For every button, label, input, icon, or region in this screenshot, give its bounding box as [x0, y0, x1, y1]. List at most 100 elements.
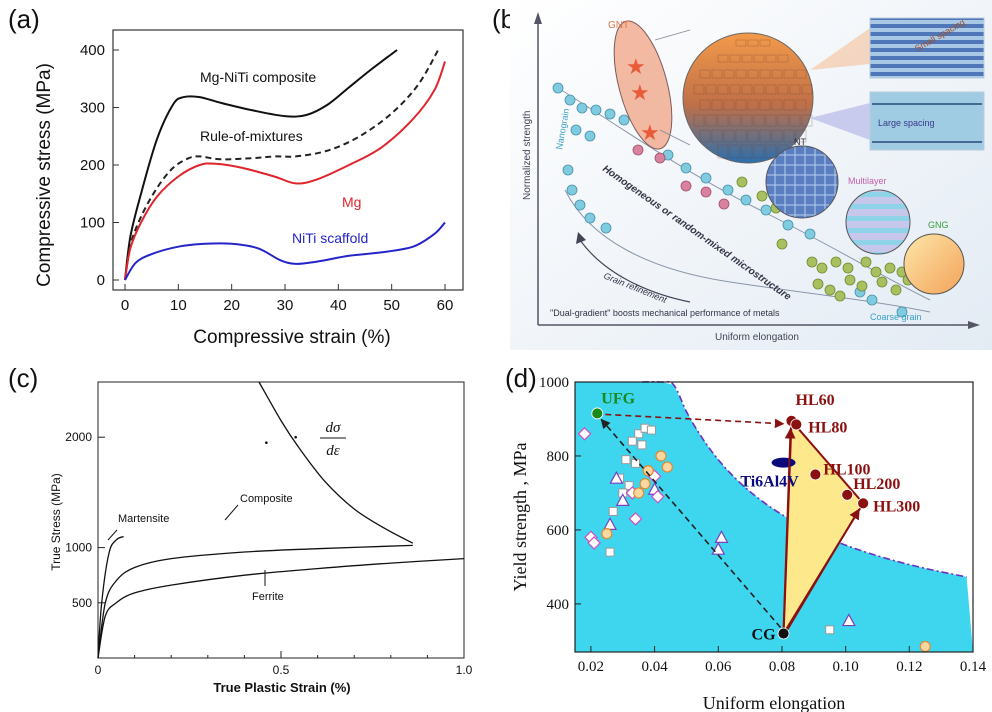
chart-d-ylabel: Yield strength , MPa	[510, 442, 530, 591]
chart-b-gng-circle	[903, 233, 965, 295]
chart-b-label-multilayer: Multilayer	[848, 176, 887, 186]
chart-b: Normalized strength Uniform elongation ★…	[510, 0, 992, 350]
chart-c-xlabel: True Plastic Strain (%)	[213, 680, 350, 695]
chart-b-grain-cell	[753, 54, 765, 63]
chart-b-dot-cyan	[604, 108, 616, 120]
chart-c-xtick-label: 1.0	[456, 663, 473, 677]
chart-b-dot-olive	[860, 256, 872, 268]
chart-b-dot-olive	[806, 256, 818, 268]
chart-c-frame	[97, 381, 465, 659]
chart-d-ytick-label: 800	[547, 449, 570, 465]
chart-d-point-ufg	[591, 407, 604, 420]
panel-label-d: (d)	[505, 363, 537, 393]
chart-d-square-marker	[630, 458, 640, 468]
chart-d-square-marker	[825, 625, 835, 635]
chart-b-grain-cell	[765, 114, 777, 127]
chart-b-grain-cell	[765, 54, 777, 63]
chart-d-boundary-curve	[641, 380, 967, 578]
chart-b-dot-olive	[756, 190, 768, 202]
chart-b-dot-olive	[736, 176, 748, 188]
chart-d-circle-marker	[661, 461, 673, 473]
chart-c-derivative-label: dσ dε	[320, 420, 346, 459]
chart-b-dot-cyan	[896, 306, 908, 318]
chart-b-grain-cell	[717, 114, 729, 127]
chart-a-ylabel: Compressive stress (MPa)	[34, 63, 55, 287]
chart-b-grain-cell	[789, 84, 801, 95]
chart-b-dot-pink	[680, 180, 692, 192]
chart-d-circle-marker	[633, 487, 645, 499]
chart-d-xlabel: Uniform elongation	[703, 693, 845, 712]
chart-b-grain-cell	[717, 54, 729, 63]
chart-b-multilayer-circle	[845, 189, 911, 255]
chart-b-grain-cell	[729, 54, 741, 63]
chart-b-dot-cyan	[600, 222, 612, 234]
chart-b-grain-cell	[753, 144, 765, 159]
chart-a-label-mg: Mg	[342, 194, 361, 210]
chart-d-diamond-marker	[587, 536, 601, 550]
chart-b-grain-cell	[783, 69, 795, 79]
chart-b-grain-cell	[699, 69, 711, 79]
chart-a-frame	[112, 29, 464, 291]
chart-b-star-2: ★	[630, 80, 650, 105]
chart-b-dot-cyan	[574, 199, 586, 211]
chart-b-dot-olive	[812, 278, 824, 290]
chart-b-dot-olive	[830, 256, 842, 268]
chart-b-grain-cell	[759, 129, 771, 143]
chart-b-grain-cell	[783, 129, 795, 143]
chart-a-ytick-label: 100	[80, 215, 105, 232]
chart-b-grain-cell	[771, 99, 783, 111]
chart-d-square-marker	[627, 436, 637, 446]
chart-a-series-mg	[124, 61, 446, 281]
chart-b-grain-cell	[735, 69, 747, 79]
chart-a-xtick-label: 0	[121, 297, 129, 314]
chart-c-label-deps: dε	[326, 443, 340, 459]
chart-b-grain-cell	[759, 69, 771, 79]
chart-c-marker	[265, 441, 268, 445]
chart-d-triangle-marker	[714, 530, 729, 543]
chart-b-gnt-grains	[693, 39, 813, 159]
chart-b-large-spacing-tile	[869, 91, 985, 151]
chart-c-label-martensite: Martensite	[118, 513, 169, 525]
chart-c-ylabel: True Stress (MPa)	[49, 473, 63, 571]
chart-b-grain-cell	[705, 114, 717, 127]
chart-a-label-composite: Mg-NiTi composite	[200, 69, 316, 85]
chart-d-label-ti6al4v: Ti6Al4V	[740, 474, 799, 491]
chart-b-grain-cell	[783, 99, 795, 111]
chart-d-arrow-cg-to-ufg	[600, 418, 782, 629]
chart-b-grain-cell	[735, 129, 747, 143]
chart-c-label-dsigma: dσ	[326, 420, 342, 436]
chart-b-grain-cell	[789, 114, 801, 127]
chart-b-dot-olive	[824, 284, 836, 296]
chart-b-grain-refinement-arrow	[579, 239, 691, 303]
chart-b-grain-cell	[765, 84, 777, 95]
chart-b-footer: "Dual-gradient" boosts mechanical perfor…	[550, 308, 780, 318]
chart-b-dot-cyan	[740, 194, 752, 206]
chart-d-square-marker	[621, 455, 631, 465]
chart-b-gnt-circle	[682, 32, 814, 164]
chart-d-arrow-cg-to-hl300	[786, 508, 860, 630]
chart-b-grain-cell	[729, 84, 741, 95]
chart-b-grain-cell	[777, 84, 789, 95]
chart-b-dot-cyan	[680, 162, 692, 174]
chart-b-grain-cell	[723, 69, 735, 79]
chart-c-label-ferrite: Ferrite	[252, 591, 284, 603]
chart-b-grain-cell	[693, 114, 705, 127]
chart-b-grain-cell	[729, 114, 741, 127]
chart-d-point-cg	[777, 627, 790, 640]
chart-b-zoom-line-2	[659, 129, 691, 146]
chart-b-grain-cell	[711, 69, 723, 79]
chart-b-grain-cell	[747, 39, 759, 47]
chart-b-grain-cell	[699, 129, 711, 143]
chart-b-grain-cell	[711, 99, 723, 111]
chart-a-ytick-label: 0	[97, 272, 105, 289]
chart-b-grain-cell	[747, 129, 759, 143]
chart-d-circle-marker	[919, 640, 931, 653]
chart-b-grain-cell	[693, 84, 705, 95]
chart-b-dot-cyan	[722, 184, 734, 196]
chart-b-dot-cyan	[584, 212, 596, 224]
chart-d-xtick-label: 0.12	[896, 659, 922, 675]
chart-b-label-nt: NT	[794, 137, 806, 147]
chart-b-xlabel: Uniform elongation	[715, 332, 799, 343]
chart-d-point-hl200	[841, 488, 854, 501]
chart-b-dot-olive	[816, 262, 828, 274]
